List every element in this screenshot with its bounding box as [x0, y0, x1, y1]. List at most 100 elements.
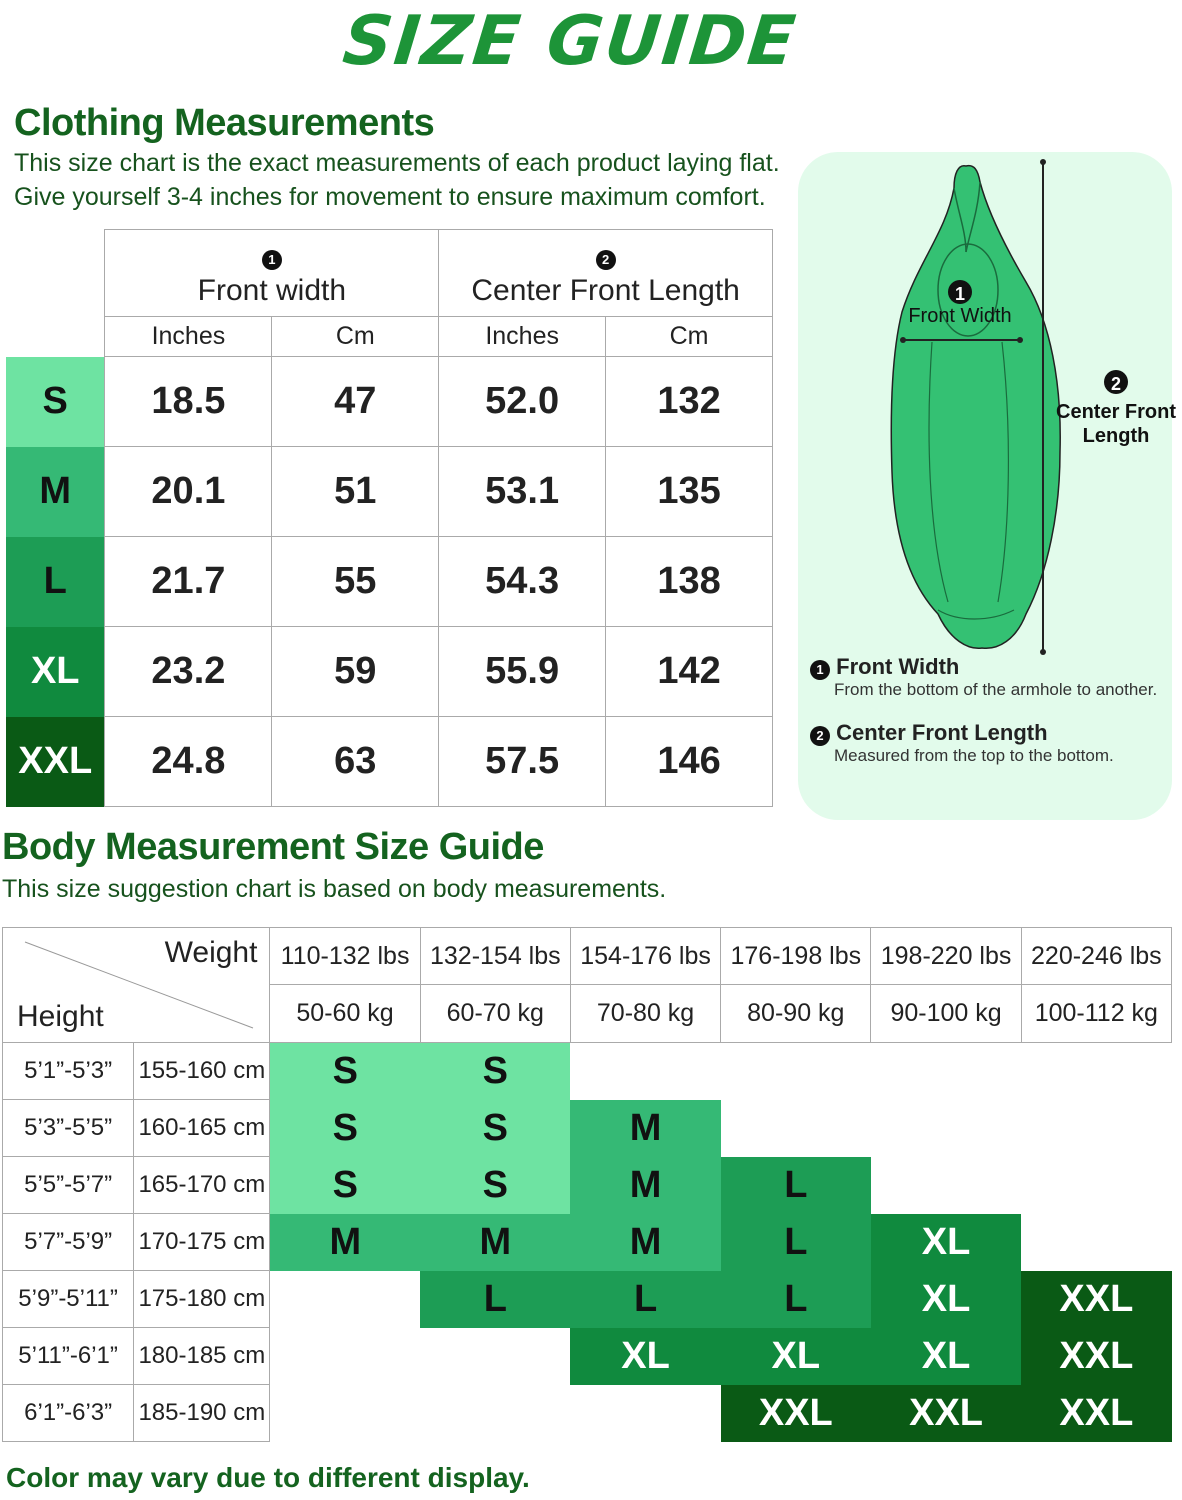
size-cell: XXL: [720, 1384, 871, 1442]
size-label: M: [6, 446, 105, 537]
measurement-value: 54.3: [438, 536, 607, 627]
height-cm-cell: 180-185 cm: [133, 1327, 271, 1385]
clothing-measurement-table: 1 Front width 2 Center Front Length Inch…: [6, 229, 773, 807]
empty-cell: [870, 1042, 1022, 1100]
size-cell: M: [570, 1213, 721, 1271]
height-feet-cell: 6’1”-6’3”: [1, 1384, 135, 1442]
size-label: XL: [6, 626, 105, 717]
garment-shape-icon: [890, 164, 1061, 649]
measurement-value: 23.2: [104, 626, 273, 717]
size-cell: XXL: [870, 1384, 1022, 1442]
measurement-value: 24.8: [104, 716, 273, 807]
size-cell: XL: [870, 1213, 1022, 1271]
measurement-value: 132: [605, 356, 773, 447]
empty-cell: [269, 1384, 421, 1442]
unit-header: Cm: [605, 316, 773, 357]
empty-cell: [570, 1042, 721, 1100]
measurement-value: 146: [605, 716, 773, 807]
height-feet-cell: 5’9”-5’11”: [1, 1270, 135, 1328]
unit-header: Inches: [438, 316, 607, 357]
size-cell: S: [269, 1099, 421, 1157]
size-cell: S: [420, 1099, 571, 1157]
measurement-value: 142: [605, 626, 773, 717]
empty-cell: [269, 1270, 421, 1328]
measurement-value: 20.1: [104, 446, 273, 537]
size-cell: XXL: [1021, 1327, 1172, 1385]
front-width-label: Front width: [197, 274, 347, 307]
unit-header: Inches: [104, 316, 273, 357]
height-feet-cell: 5’7”-5’9”: [1, 1213, 135, 1271]
size-cell: L: [720, 1156, 871, 1214]
number-badge-icon: 2: [595, 250, 616, 270]
weight-lbs-header: 154-176 lbs: [569, 927, 722, 985]
height-feet-cell: 5’5”-5’7”: [1, 1156, 135, 1214]
weight-lbs-header: 198-220 lbs: [870, 927, 1022, 985]
table-corner: [6, 317, 105, 357]
size-cell: S: [269, 1156, 421, 1214]
clothing-description: This size chart is the exact measurement…: [14, 146, 780, 214]
footer-note: Color may vary due to different display.: [6, 1462, 530, 1493]
size-cell: S: [420, 1156, 571, 1214]
size-label: XXL: [6, 716, 105, 807]
height-feet-cell: 5’1”-5’3”: [1, 1042, 135, 1100]
number-badge-icon: 1: [261, 250, 282, 270]
weight-lbs-header: 220-246 lbs: [1020, 927, 1173, 985]
clothing-desc-line2: Give yourself 3-4 inches for movement to…: [14, 183, 766, 211]
table-row: XXL 24.8 63 57.5 146: [6, 716, 773, 807]
number-badge-icon: 1: [810, 660, 830, 680]
center-front-length-header: 2 Center Front Length: [438, 229, 773, 317]
size-cell: XL: [870, 1270, 1022, 1328]
diagram-length-label-line2: Length: [1083, 425, 1150, 447]
table-row: S 18.5 47 52.0 132: [6, 356, 773, 447]
unit-header: Cm: [271, 316, 440, 357]
empty-cell: [1021, 1042, 1172, 1100]
measurement-value: 135: [605, 446, 773, 537]
height-label: Height: [17, 1000, 104, 1033]
weight-kg-header: 80-90 kg: [720, 984, 872, 1043]
diagram-length-label-line1: Center Front: [1056, 401, 1176, 423]
measurement-value: 59: [271, 626, 440, 717]
measurement-value: 52.0: [438, 356, 607, 447]
empty-cell: [420, 1384, 571, 1442]
empty-cell: [720, 1042, 871, 1100]
size-cell: XXL: [1021, 1270, 1172, 1328]
number-badge-icon: [1104, 370, 1128, 394]
empty-cell: [269, 1327, 421, 1385]
number-badge-icon: [948, 280, 972, 304]
diagram-number-1: 1: [955, 284, 965, 304]
garment-seam: [928, 341, 949, 603]
measurement-value: 55.9: [438, 626, 607, 717]
size-cell: M: [269, 1213, 421, 1271]
size-cell: S: [420, 1042, 571, 1100]
size-cell: L: [570, 1270, 721, 1328]
empty-cell: [570, 1384, 721, 1442]
empty-cell: [1021, 1213, 1172, 1271]
legend-description: From the bottom of the armhole to anothe…: [834, 680, 1158, 699]
size-cell: S: [269, 1042, 421, 1100]
center-front-length-label: Center Front Length: [471, 274, 740, 307]
length-end-marker: [1040, 159, 1046, 165]
table-corner: [6, 230, 105, 317]
weight-kg-header: 90-100 kg: [870, 984, 1022, 1043]
weight-kg-header: 60-70 kg: [419, 984, 571, 1043]
size-label: L: [6, 536, 105, 627]
empty-cell: [420, 1327, 571, 1385]
number-badge-icon: 2: [810, 726, 830, 746]
table-row: 5’9”-5’11” 175-180 cm L L L XL XXL: [1, 1270, 1172, 1328]
table-row: 5’3”-5’5” 160-165 cm S S M: [1, 1099, 1172, 1157]
body-description: This size suggestion chart is based on b…: [2, 875, 667, 903]
body-heading: Body Measurement Size Guide: [2, 826, 544, 868]
front-width-end-marker: [900, 337, 906, 343]
table-row: M 20.1 51 53.1 135: [6, 446, 773, 537]
front-width-header: 1 Front width: [104, 229, 440, 317]
garment-hood-outline: [937, 243, 999, 337]
clothing-desc-line1: This size chart is the exact measurement…: [14, 149, 780, 177]
size-cell: XL: [870, 1327, 1022, 1385]
body-size-table: Weight Height 110-132 lbs 132-154 lbs 15…: [1, 927, 1173, 1442]
weight-height-corner: Weight Height: [1, 927, 271, 1043]
table-row: 6’1”-6’3” 185-190 cm XXL XXL XXL: [1, 1384, 1172, 1442]
legend-title: Center Front Length: [836, 720, 1048, 745]
legend-description: Measured from the top to the bottom.: [834, 746, 1114, 765]
height-cm-cell: 165-170 cm: [133, 1156, 271, 1214]
weight-kg-header: 100-112 kg: [1020, 984, 1173, 1043]
